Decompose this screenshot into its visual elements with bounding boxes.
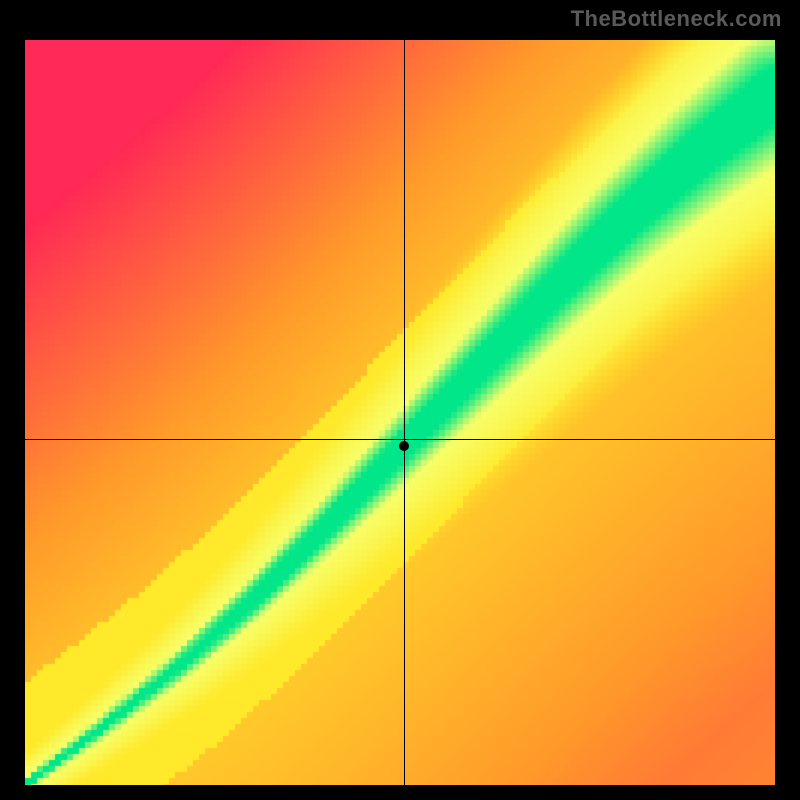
watermark-text: TheBottleneck.com xyxy=(571,6,782,32)
plot-area xyxy=(25,40,775,785)
heatmap-canvas xyxy=(25,40,775,785)
crosshair-marker xyxy=(399,441,409,451)
chart-root: { "type": "heatmap", "watermark": { "tex… xyxy=(0,0,800,800)
crosshair-horizontal xyxy=(25,439,775,440)
crosshair-vertical xyxy=(404,40,405,785)
